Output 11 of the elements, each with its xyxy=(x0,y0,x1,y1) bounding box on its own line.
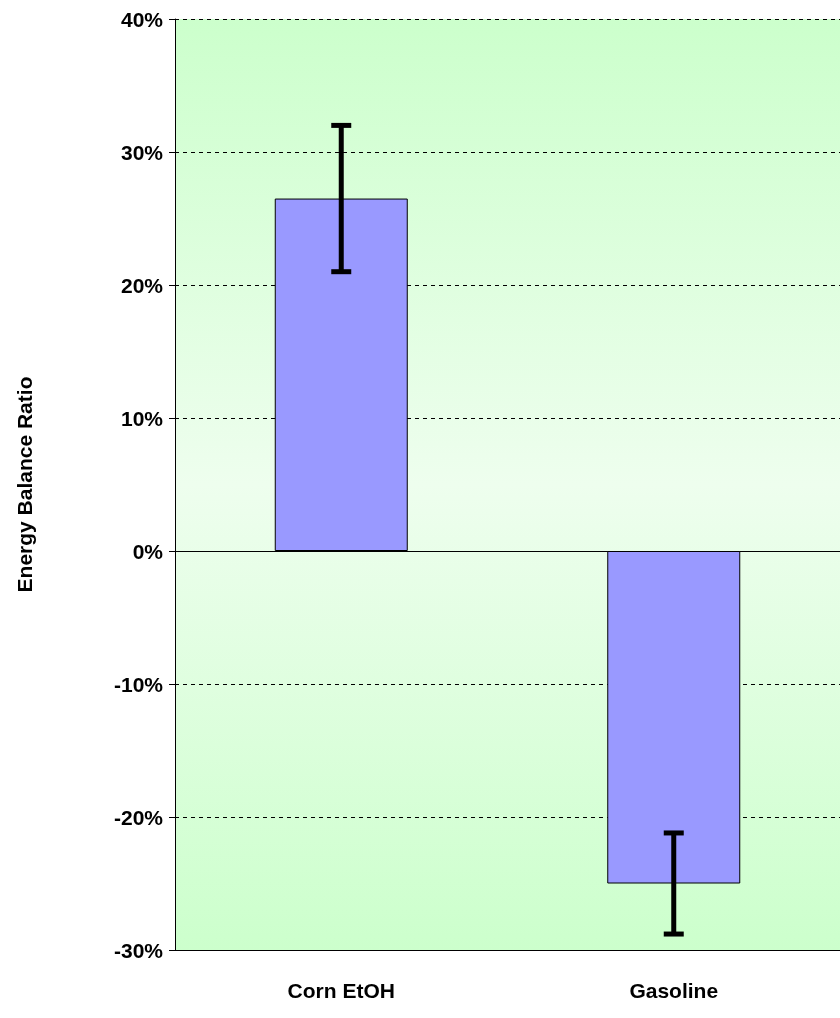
y-tick-label: -20% xyxy=(113,805,164,829)
y-tick-label: 40% xyxy=(120,7,164,31)
x-tick-label: Corn EtOH xyxy=(287,979,395,1002)
y-tick-label: 0% xyxy=(132,539,164,563)
y-tick-label: -30% xyxy=(113,938,164,962)
y-tick-label: 20% xyxy=(120,273,164,297)
y-axis-title: Energy Balance Ratio xyxy=(13,376,36,593)
x-tick-label: Gasoline xyxy=(629,979,719,1002)
y-tick-label: -10% xyxy=(113,672,164,696)
y-tick-label: 30% xyxy=(120,140,164,164)
y-tick-label: 10% xyxy=(120,406,164,430)
